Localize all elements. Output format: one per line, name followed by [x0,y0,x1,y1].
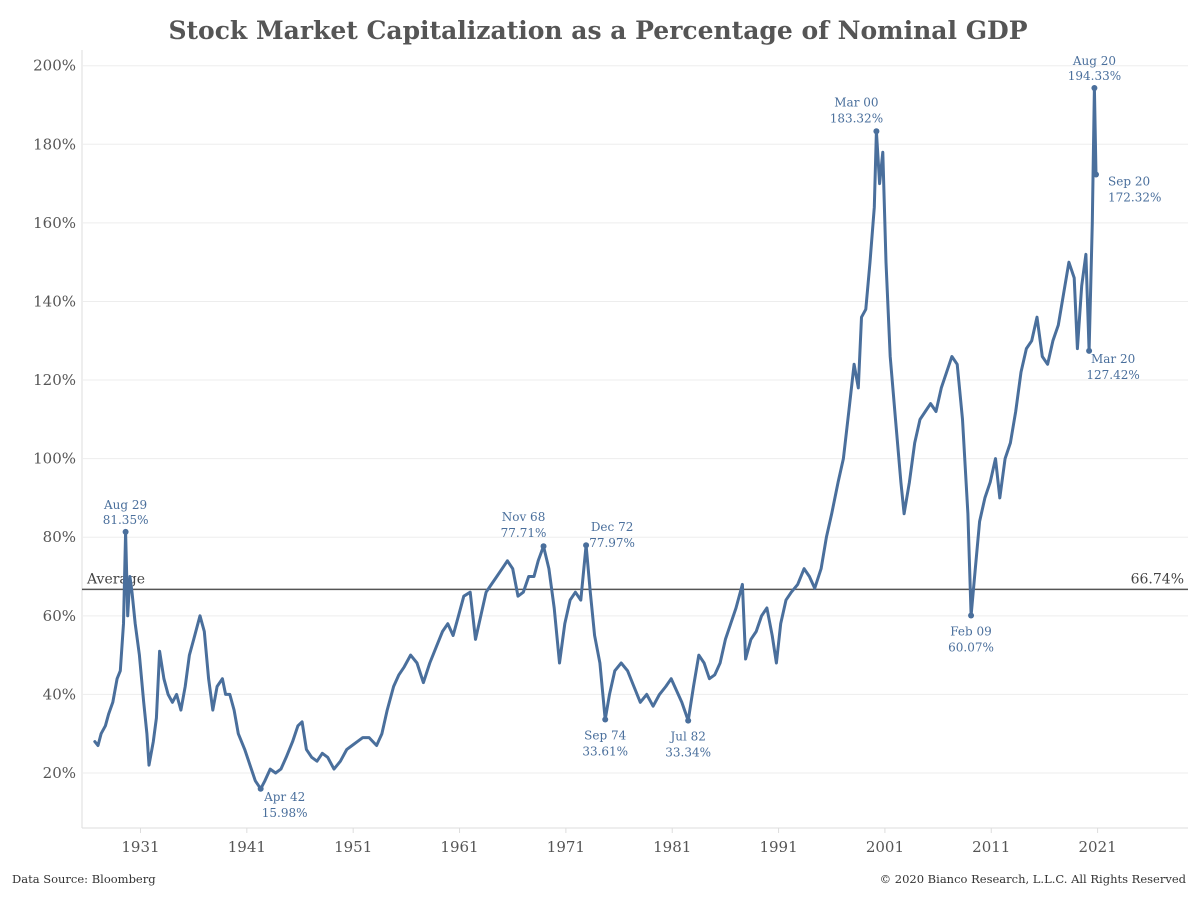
annotation-date-label: Feb 09 [950,625,992,639]
annotation-date-label: Apr 42 [263,790,305,804]
annotation-value-label: 127.42% [1086,368,1139,382]
annotation-date-label: Jul 82 [668,730,705,744]
annotation-marker [1086,347,1093,354]
annotation-date-label: Nov 68 [502,510,546,524]
y-tick-label: 140% [33,292,76,310]
annotation-value-label: 15.98% [262,806,308,820]
annotation-date-label: Mar 20 [1091,352,1135,366]
annotation-value-label: 183.32% [830,111,883,125]
annotation-value-label: 81.35% [103,513,149,527]
annotation-marker [873,128,880,135]
x-tick-label: 1961 [440,838,478,856]
series-line [93,86,1098,791]
x-tick-label: 1991 [759,838,797,856]
annotation-value-label: 33.34% [665,746,711,760]
annotation-marker [583,542,590,549]
annotation-value-label: 33.61% [582,745,628,759]
y-tick-label: 40% [43,685,76,703]
annotation-marker [122,528,129,535]
annotation-date-label: Mar 00 [834,95,878,109]
annotation-value-label: 77.97% [589,536,635,550]
y-tick-label: 60% [43,607,76,625]
y-tick-label: 120% [33,371,76,389]
annotation-marker [1091,84,1098,91]
average-reference: Average 66.74% [82,571,1188,591]
annotation-value-label: 60.07% [948,641,994,655]
annotation-date-label: Dec 72 [591,520,634,534]
x-axis: 1931 1941 1951 1961 1971 1981 1991 2001 2011 2021 [121,838,1116,856]
annotation-marker [540,543,547,550]
x-tick-label: 1971 [547,838,585,856]
annotation-date-label: Aug 29 [103,498,147,512]
annotation-marker [602,716,609,723]
annotation-marker [1093,171,1100,178]
x-tick-label: 2011 [972,838,1010,856]
annotation-marker [968,612,975,619]
annotation-date-label: Aug 20 [1072,54,1116,68]
y-tick-label: 160% [33,214,76,232]
annotation-value-label: 172.32% [1108,190,1161,204]
data-source-label: Data Source: Bloomberg [12,872,156,886]
y-axis: 20% 40% 60% 80% 100% 120% 140% 160% 180% 200% [33,57,76,782]
series [93,86,1098,791]
y-tick-label: 80% [43,528,76,546]
chart-title: Stock Market Capitalization as a Percent… [168,16,1027,45]
y-tick-label: 100% [33,450,76,468]
x-tick-label: 2001 [866,838,904,856]
y-tick-label: 200% [33,57,76,75]
average-value-label: 66.74% [1131,571,1184,587]
copyright-label: © 2020 Bianco Research, L.L.C. All Right… [880,872,1187,886]
annotation-marker [257,785,264,792]
annotation-marker [685,717,692,724]
x-tick-label: 1941 [228,838,266,856]
annotation-date-label: Sep 20 [1108,174,1150,188]
x-tick-label: 1981 [653,838,691,856]
x-tick-label: 1951 [334,838,372,856]
grid [81,50,1188,833]
x-tick-label: 1931 [121,838,159,856]
y-tick-label: 20% [43,764,76,782]
annotation-value-label: 77.71% [501,526,547,540]
annotation-value-label: 194.33% [1068,69,1121,83]
y-tick-label: 180% [33,135,76,153]
x-tick-label: 2021 [1079,838,1117,856]
average-label: Average [86,571,145,587]
annotation-date-label: Sep 74 [584,729,626,743]
